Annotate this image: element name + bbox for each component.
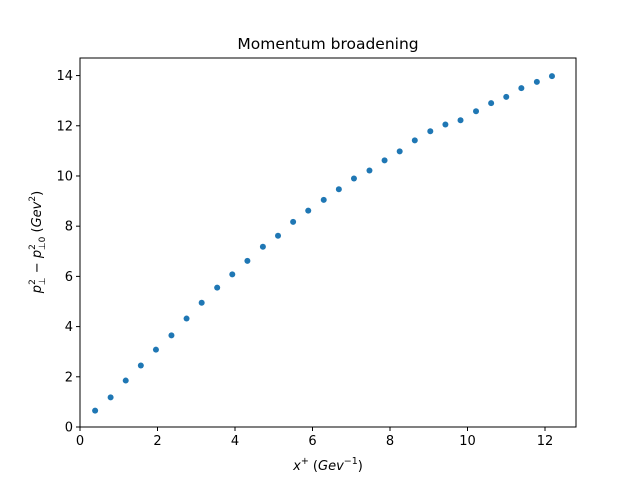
data-point (335, 186, 342, 193)
y-tick-label: 2 (65, 370, 73, 385)
data-point (442, 121, 449, 128)
data-point (259, 243, 266, 250)
data-point (92, 407, 99, 414)
data-point (198, 299, 205, 306)
x-axis-ticks: 0 2 4 6 8 10 12 (76, 427, 553, 449)
data-point (183, 315, 190, 322)
y-tick-label: 10 (56, 169, 73, 184)
data-point (290, 218, 297, 225)
x-tick-label: 10 (459, 434, 476, 449)
y-tick-label: 14 (56, 69, 73, 84)
y-tick-label: 0 (65, 421, 73, 436)
y-axis-label: p2⊥ − p2⊥0 (Gev2) (28, 191, 48, 294)
data-point (350, 175, 357, 182)
y-tick-label: 4 (65, 320, 73, 335)
data-point (518, 85, 525, 92)
data-point (411, 137, 418, 144)
data-point (137, 362, 144, 369)
data-point (396, 148, 403, 155)
data-point (503, 93, 510, 100)
data-point (305, 207, 312, 214)
chart-title: Momentum broadening (237, 35, 418, 53)
data-point (381, 157, 388, 164)
x-tick-label: 6 (308, 434, 316, 449)
x-tick-label: 2 (153, 434, 161, 449)
data-point (152, 346, 159, 353)
y-axis-ticks: 0 2 4 6 8 10 12 14 (56, 69, 80, 436)
data-point (275, 232, 282, 239)
y-tick-label: 8 (65, 220, 73, 235)
data-point (320, 196, 327, 203)
data-point (214, 284, 221, 291)
data-point (548, 73, 555, 80)
plot-frame (79, 57, 577, 428)
y-tick-label: 12 (56, 119, 73, 134)
x-tick-label: 12 (537, 434, 554, 449)
x-tick-label: 4 (231, 434, 239, 449)
y-tick-label: 6 (65, 270, 73, 285)
data-point (457, 117, 464, 124)
data-points (92, 73, 555, 414)
x-tick-label: 8 (386, 434, 394, 449)
data-point (168, 332, 175, 339)
data-point (473, 108, 480, 115)
data-point (427, 128, 434, 135)
data-point (229, 271, 236, 278)
x-tick-label: 0 (76, 434, 84, 449)
plot-area (79, 57, 577, 428)
x-axis-label: x+ (Gev−1) (292, 456, 363, 474)
data-point (122, 377, 129, 384)
data-point (533, 78, 540, 85)
data-point (244, 257, 251, 264)
data-point (366, 167, 373, 174)
data-point (488, 100, 495, 107)
data-point (107, 394, 114, 401)
